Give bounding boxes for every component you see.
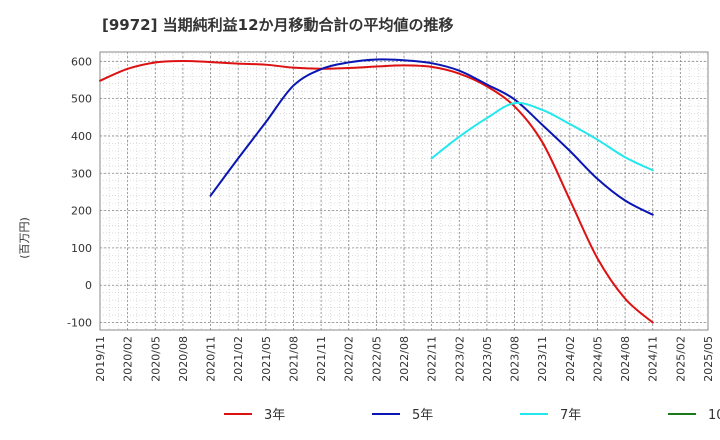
y-tick-label: 600 bbox=[71, 55, 92, 68]
grid-layer bbox=[99, 51, 709, 331]
y-tick-label: 0 bbox=[85, 279, 92, 292]
x-tick-label: 2025/02 bbox=[674, 336, 687, 382]
series-layer bbox=[99, 58, 654, 324]
y-tick-label: 400 bbox=[71, 130, 92, 143]
x-tick-label: 2021/05 bbox=[260, 336, 273, 382]
x-tick-label: 2025/05 bbox=[702, 336, 715, 382]
y-tick-label: 200 bbox=[71, 205, 92, 218]
x-tick-label: 2021/02 bbox=[232, 336, 245, 382]
series-line-3 bbox=[430, 101, 654, 172]
x-tick-label: 2020/02 bbox=[122, 336, 135, 382]
x-tick-label: 2022/08 bbox=[398, 336, 411, 382]
x-tick-label: 2021/11 bbox=[315, 336, 328, 382]
series-line-2 bbox=[209, 58, 654, 216]
x-tick-label: 2022/11 bbox=[426, 336, 439, 382]
x-tick-label: 2020/05 bbox=[149, 336, 162, 382]
x-tick-label: 2023/11 bbox=[536, 336, 549, 382]
y-tick-label: 500 bbox=[71, 93, 92, 106]
x-tick-label: 2020/11 bbox=[205, 336, 218, 382]
x-tick-label: 2022/05 bbox=[370, 336, 383, 382]
y-tick-label: 300 bbox=[71, 167, 92, 180]
x-tick-label: 2023/05 bbox=[481, 336, 494, 382]
legend-label: 7年 bbox=[560, 408, 581, 423]
x-tick-label: 2023/02 bbox=[453, 336, 466, 382]
chart-title: [9972] 当期純利益12か月移動合計の平均値の推移 bbox=[102, 16, 454, 34]
x-tick-label: 2019/11 bbox=[94, 336, 107, 382]
legend-label: 5年 bbox=[412, 408, 433, 423]
x-tick-label: 2024/02 bbox=[564, 336, 577, 382]
x-tick-label: 2024/08 bbox=[619, 336, 632, 382]
x-tick-label: 2023/08 bbox=[509, 336, 522, 382]
series-line-1 bbox=[99, 59, 654, 324]
x-tick-label: 2024/11 bbox=[647, 336, 660, 382]
x-tick-label: 2021/08 bbox=[287, 336, 300, 382]
x-tick-label: 2020/08 bbox=[177, 336, 190, 382]
legend-label: 3年 bbox=[264, 408, 285, 423]
x-tick-label: 2024/05 bbox=[591, 336, 604, 382]
x-tick-label: 2022/02 bbox=[343, 336, 356, 382]
y-tick-label: -100 bbox=[67, 317, 92, 330]
legend-label: 10年 bbox=[708, 408, 720, 423]
y-tick-label: 100 bbox=[71, 242, 92, 255]
legend: 3年 5年 7年 10年 bbox=[224, 408, 720, 423]
